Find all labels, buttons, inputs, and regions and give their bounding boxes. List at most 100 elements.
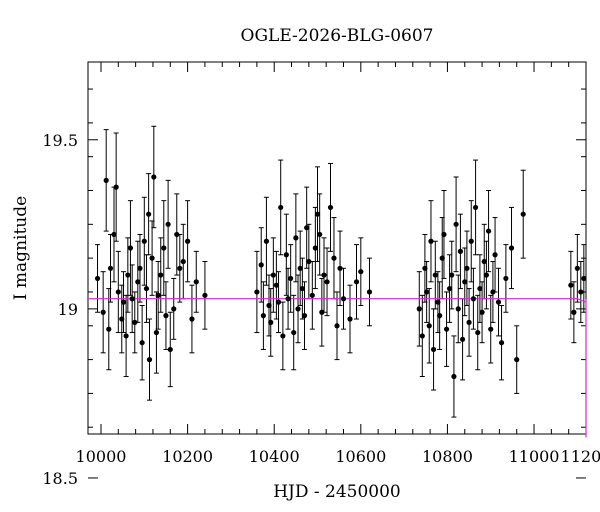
data-point bbox=[432, 272, 438, 278]
y-tick-label: 19.5 bbox=[42, 131, 78, 150]
data-point bbox=[141, 238, 147, 244]
data-point bbox=[149, 255, 155, 261]
data-point bbox=[254, 289, 260, 295]
data-point bbox=[422, 265, 428, 271]
data-point bbox=[324, 279, 330, 285]
model-curve bbox=[88, 298, 587, 438]
data-point bbox=[163, 313, 169, 319]
x-tick-label: 11200 bbox=[561, 447, 600, 466]
x-tick-label: 11000 bbox=[509, 447, 560, 466]
data-point bbox=[275, 299, 282, 305]
data-point bbox=[508, 245, 515, 251]
data-point bbox=[119, 316, 125, 322]
data-point bbox=[435, 299, 441, 305]
data-point bbox=[155, 292, 161, 298]
data-point bbox=[347, 316, 353, 322]
data-point bbox=[443, 326, 450, 332]
data-point bbox=[319, 309, 325, 315]
data-point bbox=[455, 306, 461, 312]
data-point bbox=[416, 306, 422, 312]
data-point bbox=[337, 265, 343, 271]
data-point bbox=[113, 184, 119, 190]
data-point bbox=[202, 292, 208, 298]
data-point bbox=[167, 346, 173, 353]
data-point bbox=[334, 323, 340, 329]
data-point bbox=[125, 272, 131, 278]
data-point bbox=[127, 245, 134, 251]
data-point bbox=[451, 373, 457, 380]
data-point bbox=[453, 221, 459, 227]
data-points bbox=[94, 174, 587, 380]
data-point bbox=[498, 340, 505, 346]
data-point bbox=[304, 225, 310, 231]
x-tick-label: 10200 bbox=[162, 447, 213, 466]
data-point bbox=[139, 340, 145, 346]
data-point bbox=[331, 255, 337, 261]
data-point bbox=[151, 174, 157, 180]
x-tick-label: 10000 bbox=[76, 447, 127, 466]
data-point bbox=[437, 313, 443, 319]
data-point bbox=[270, 272, 276, 278]
data-point bbox=[165, 221, 171, 227]
data-point bbox=[459, 336, 466, 342]
data-point bbox=[468, 238, 474, 244]
data-point bbox=[291, 329, 297, 336]
data-point bbox=[285, 296, 291, 302]
data-point bbox=[485, 228, 492, 234]
data-point bbox=[288, 275, 294, 282]
data-point bbox=[439, 255, 445, 261]
data-point bbox=[430, 346, 437, 353]
data-point bbox=[446, 285, 453, 292]
data-point bbox=[266, 302, 272, 309]
data-point bbox=[481, 258, 487, 265]
data-point bbox=[135, 279, 141, 285]
data-point bbox=[419, 333, 425, 339]
data-point bbox=[321, 272, 327, 278]
data-point bbox=[581, 275, 587, 282]
data-point bbox=[174, 231, 180, 238]
data-point bbox=[492, 252, 498, 258]
data-point bbox=[449, 272, 455, 278]
data-point bbox=[293, 235, 299, 241]
data-point bbox=[424, 289, 430, 295]
data-point bbox=[115, 289, 121, 295]
data-point bbox=[120, 299, 127, 305]
data-point bbox=[129, 296, 135, 302]
chart-title: OGLE-2026-BLG-0607 bbox=[241, 26, 434, 46]
data-point bbox=[301, 313, 308, 319]
data-point bbox=[185, 238, 191, 244]
data-point bbox=[146, 357, 153, 363]
data-point bbox=[475, 329, 481, 336]
data-point bbox=[258, 262, 264, 268]
data-point bbox=[340, 296, 347, 302]
data-point bbox=[495, 299, 502, 305]
data-point bbox=[317, 231, 323, 238]
data-point bbox=[327, 204, 334, 211]
y-tick-label: 19 bbox=[58, 300, 78, 319]
data-point bbox=[353, 279, 360, 285]
data-point bbox=[503, 275, 509, 282]
data-point bbox=[457, 248, 464, 254]
data-point bbox=[193, 279, 199, 285]
data-point bbox=[366, 289, 373, 295]
data-point bbox=[466, 319, 472, 325]
data-point bbox=[137, 265, 143, 271]
y-tick-labels: 18.5 19 19.5 bbox=[42, 131, 78, 488]
data-point bbox=[280, 333, 286, 339]
data-point bbox=[263, 238, 270, 244]
data-point bbox=[143, 285, 150, 292]
data-point bbox=[153, 329, 160, 336]
data-point bbox=[578, 289, 584, 295]
data-point bbox=[273, 282, 279, 288]
data-point bbox=[514, 357, 520, 363]
data-point bbox=[488, 326, 494, 332]
data-point bbox=[180, 258, 186, 265]
plot-area bbox=[87, 61, 587, 479]
x-axis-label: HJD - 2450000 bbox=[273, 482, 401, 502]
data-point bbox=[94, 275, 101, 282]
data-point bbox=[146, 211, 152, 217]
data-point bbox=[441, 231, 447, 238]
data-point bbox=[464, 265, 470, 271]
data-point bbox=[470, 296, 477, 302]
